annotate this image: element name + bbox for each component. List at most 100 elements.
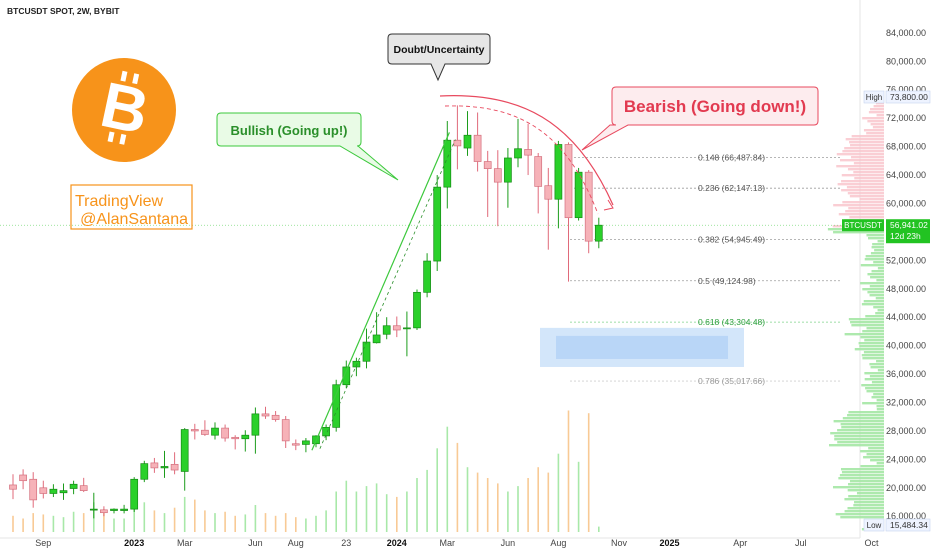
volume-profile-bar [870, 366, 884, 369]
candle-body [342, 366, 351, 386]
time-axis[interactable]: Sep 2023 Mar Jun Aug 23 2024 Mar Jun Aug Nov 2025 Ap… [35, 538, 879, 548]
volume-profile-bar [832, 486, 884, 489]
time-tick-label: Jun [248, 538, 263, 548]
volume-profile-bar [847, 168, 884, 171]
volume-profile-bar [850, 321, 884, 324]
volume-profile-bar [847, 192, 884, 195]
volume-profile-bar [848, 318, 884, 321]
volume-bar [527, 478, 529, 532]
candle [493, 150, 502, 227]
candle-body [463, 134, 472, 149]
volume-profile-bar [853, 171, 884, 174]
time-tick-label: Jul [795, 538, 807, 548]
volume-bar [103, 509, 105, 532]
price-tick-label: 40,000.00 [886, 341, 926, 351]
volume-profile-bar [844, 147, 884, 150]
volume-bars [12, 410, 600, 532]
volume-profile-bar [877, 309, 884, 312]
price-tick-label: 16,000.00 [886, 511, 926, 521]
chart-guides [0, 0, 861, 539]
time-tick-label: Sep [35, 538, 51, 548]
candle-body [211, 427, 219, 436]
volume-profile-bar [874, 249, 884, 252]
volume-profile-bar [862, 357, 884, 360]
volume-profile-bar [876, 408, 884, 411]
volume-profile-bar [850, 144, 884, 147]
candle-body [241, 434, 250, 440]
volume-profile-bar [860, 336, 884, 339]
candle-body [221, 427, 229, 439]
bearish-arc [439, 95, 614, 206]
volume-profile-bar [864, 378, 884, 381]
volume-profile-bar [833, 204, 884, 207]
watermark-line2: @AlanSantana [80, 211, 188, 228]
time-tick-label: Apr [733, 538, 747, 548]
volume-bar [466, 467, 469, 532]
candle-body [423, 260, 431, 293]
candle-body [89, 508, 98, 511]
candle-body [453, 139, 462, 147]
volume-profile-bar [849, 480, 884, 483]
watermark: TradingView @AlanSantana [70, 184, 193, 230]
volume-profile-bar [833, 231, 884, 234]
volume-profile-bar [876, 405, 884, 408]
candle-body [302, 440, 310, 445]
candle [120, 504, 128, 514]
volume-bar [587, 413, 590, 532]
candle [170, 452, 179, 475]
time-tick-label: Mar [440, 538, 456, 548]
volume-profile-bar [871, 396, 884, 399]
time-tick-label: Aug [288, 538, 304, 548]
volume-bar [567, 410, 570, 532]
volume-bar [385, 494, 388, 532]
volume-profile-bar [860, 465, 884, 468]
volume-profile-bar [849, 216, 884, 219]
support-zone-core [556, 335, 728, 359]
volume-profile-bar [868, 447, 884, 450]
doubt-label: Doubt/Uncertainty [393, 44, 484, 56]
volume-bar [264, 513, 267, 532]
price-tag-symbol: BTCUSDT [844, 221, 882, 230]
candle-body [140, 463, 149, 480]
volume-profile-bar [845, 210, 884, 213]
candle [291, 439, 300, 451]
price-axis[interactable]: 16,000.00 20,000.00 24,000.00 28,000.00 32,0… [886, 28, 926, 521]
volume-bar [325, 510, 327, 532]
volume-profile-bar [869, 294, 884, 297]
candle-body [130, 478, 139, 510]
candle-body [392, 325, 401, 331]
candle-body [584, 171, 593, 242]
volume-bar [476, 472, 479, 532]
candle [403, 311, 411, 357]
candle [241, 430, 250, 452]
volume-profile-bar [863, 456, 884, 459]
volume-profile-bar [841, 180, 884, 183]
candle-body [483, 161, 492, 169]
candle-body [251, 413, 260, 436]
volume-bar [315, 515, 317, 532]
volume-profile-bar [876, 279, 884, 282]
volume-bar [365, 486, 368, 532]
candle [413, 289, 421, 330]
candle [281, 416, 290, 448]
volume-bar [32, 513, 34, 532]
volume-bar [123, 518, 125, 532]
volume-profile-bar [856, 492, 884, 495]
time-tick-label: Mar [177, 538, 193, 548]
candle [211, 422, 219, 440]
candle [140, 460, 149, 483]
candle [584, 170, 593, 254]
candle-body [110, 508, 118, 511]
volume-bar [224, 511, 226, 532]
volume-bar [284, 513, 287, 532]
candle [594, 217, 603, 249]
candle [554, 140, 563, 229]
volume-bar [598, 526, 600, 532]
volume-profile-bar [872, 243, 884, 246]
candle-body [29, 478, 38, 501]
volume-profile-bar [875, 312, 884, 315]
candle-body [564, 144, 573, 219]
time-tick-label: 2025 [659, 538, 679, 548]
volume-bar [204, 510, 206, 532]
